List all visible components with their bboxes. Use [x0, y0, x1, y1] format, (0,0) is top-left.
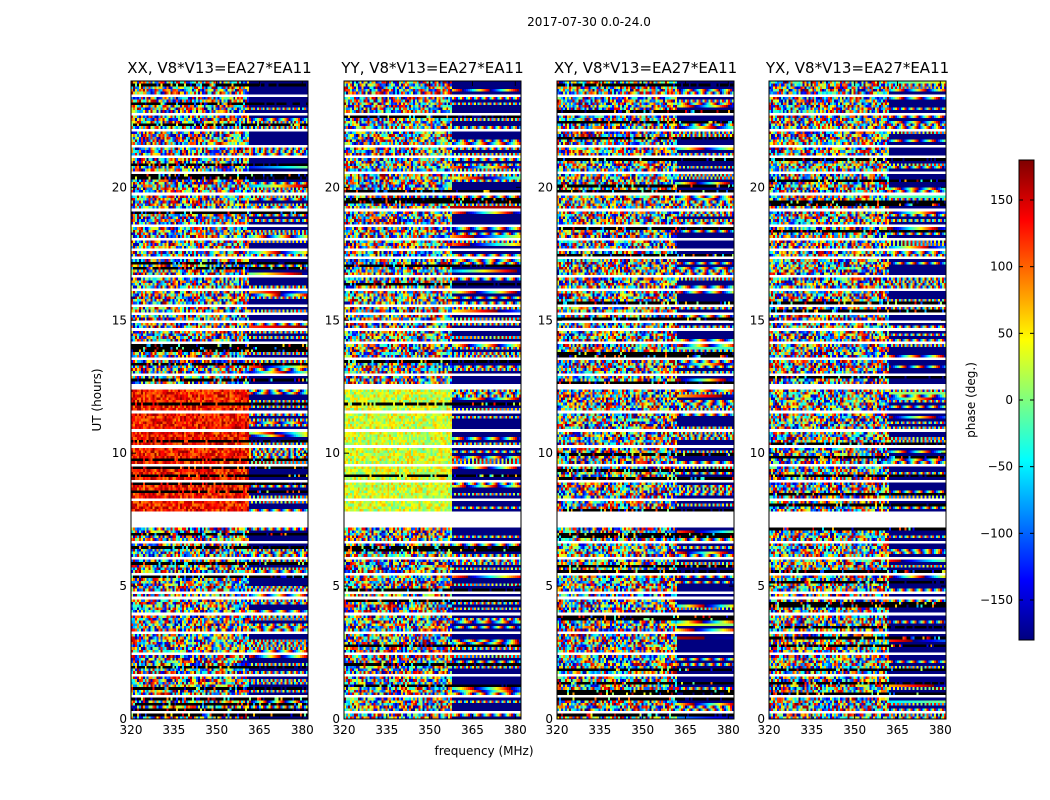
y-tick-label: 15 — [750, 313, 765, 327]
y-tick-label: 10 — [112, 446, 127, 460]
phase-heatmap — [344, 81, 521, 719]
colorbar-label: phase (deg.) — [964, 362, 978, 438]
phase-heatmap — [557, 81, 734, 719]
y-tick-label: 5 — [332, 579, 340, 593]
x-tick-label: 350 — [418, 723, 441, 737]
y-tick-label: 5 — [119, 579, 127, 593]
colorbar-tick-label: 0 — [1005, 393, 1013, 407]
phase-heatmap — [131, 81, 308, 719]
x-tick-label: 380 — [504, 723, 527, 737]
panel-title: XY, V8*V13=EA27*EA11 — [554, 59, 737, 77]
y-tick-label: 0 — [119, 712, 127, 726]
y-tick-label: 15 — [112, 313, 127, 327]
colorbar-tick-label: −100 — [980, 526, 1013, 540]
figure-title: 2017-07-30 0.0-24.0 — [527, 15, 651, 29]
x-tick-label: 320 — [120, 723, 143, 737]
panel-yy: YY, V8*V13=EA27*EA11 320 335 350 365 380 0 5 10 1… — [325, 59, 527, 737]
panel-xx: XX, V8*V13=EA27*EA11 320 335 350 365 380 0 5 10 1… — [112, 59, 314, 737]
colorbar: 150 100 50 0 −50 −100 −150 — [980, 159, 1035, 641]
colorbar-tick-label: 50 — [998, 326, 1013, 340]
x-tick-label: 380 — [717, 723, 740, 737]
panels: XX, V8*V13=EA27*EA11 320 335 350 365 380 0 5 10 1… — [112, 59, 952, 737]
x-tick-label: 335 — [800, 723, 823, 737]
colorbar-tick-label: −50 — [988, 460, 1013, 474]
y-tick-label: 15 — [538, 313, 553, 327]
panel-xy: XY, V8*V13=EA27*EA11 320 335 350 365 380 0 5 10 1… — [538, 59, 740, 737]
y-axis-label: UT (hours) — [90, 368, 104, 431]
plot-frame — [343, 80, 522, 720]
colorbar-tick-label: 100 — [990, 260, 1013, 274]
x-tick-label: 380 — [291, 723, 314, 737]
x-tick-label: 335 — [375, 723, 398, 737]
panel-yx: YX, V8*V13=EA27*EA11 320 335 350 365 380 0 5 10 1… — [750, 59, 952, 737]
plot-frame — [556, 80, 735, 720]
x-tick-label: 350 — [843, 723, 866, 737]
colorbar-tick-label: 150 — [990, 193, 1013, 207]
x-tick-label: 365 — [674, 723, 697, 737]
x-tick-label: 320 — [546, 723, 569, 737]
panel-title: YX, V8*V13=EA27*EA11 — [765, 59, 949, 77]
phase-heatmap — [769, 81, 946, 719]
plot-frame — [130, 80, 309, 720]
y-tick-label: 10 — [538, 446, 553, 460]
y-tick-label: 20 — [325, 180, 340, 194]
y-tick-label: 10 — [750, 446, 765, 460]
plot-frame — [768, 80, 947, 720]
y-tick-label: 0 — [332, 712, 340, 726]
x-tick-label: 350 — [205, 723, 228, 737]
x-tick-label: 320 — [758, 723, 781, 737]
x-tick-label: 320 — [333, 723, 356, 737]
x-tick-label: 365 — [886, 723, 909, 737]
x-axis-label: frequency (MHz) — [434, 744, 533, 758]
y-tick-label: 0 — [757, 712, 765, 726]
panel-title: YY, V8*V13=EA27*EA11 — [340, 59, 523, 77]
y-tick-label: 0 — [545, 712, 553, 726]
x-tick-label: 365 — [461, 723, 484, 737]
y-tick-label: 20 — [112, 180, 127, 194]
y-tick-label: 10 — [325, 446, 340, 460]
x-tick-label: 380 — [929, 723, 952, 737]
y-tick-label: 20 — [750, 180, 765, 194]
panel-title: XX, V8*V13=EA27*EA11 — [127, 59, 311, 77]
colorbar-tick-label: −150 — [980, 593, 1013, 607]
y-tick-label: 5 — [757, 579, 765, 593]
y-tick-label: 5 — [545, 579, 553, 593]
x-tick-label: 335 — [162, 723, 185, 737]
y-tick-label: 15 — [325, 313, 340, 327]
x-tick-label: 335 — [588, 723, 611, 737]
x-tick-label: 365 — [248, 723, 271, 737]
y-tick-label: 20 — [538, 180, 553, 194]
x-tick-label: 350 — [631, 723, 654, 737]
